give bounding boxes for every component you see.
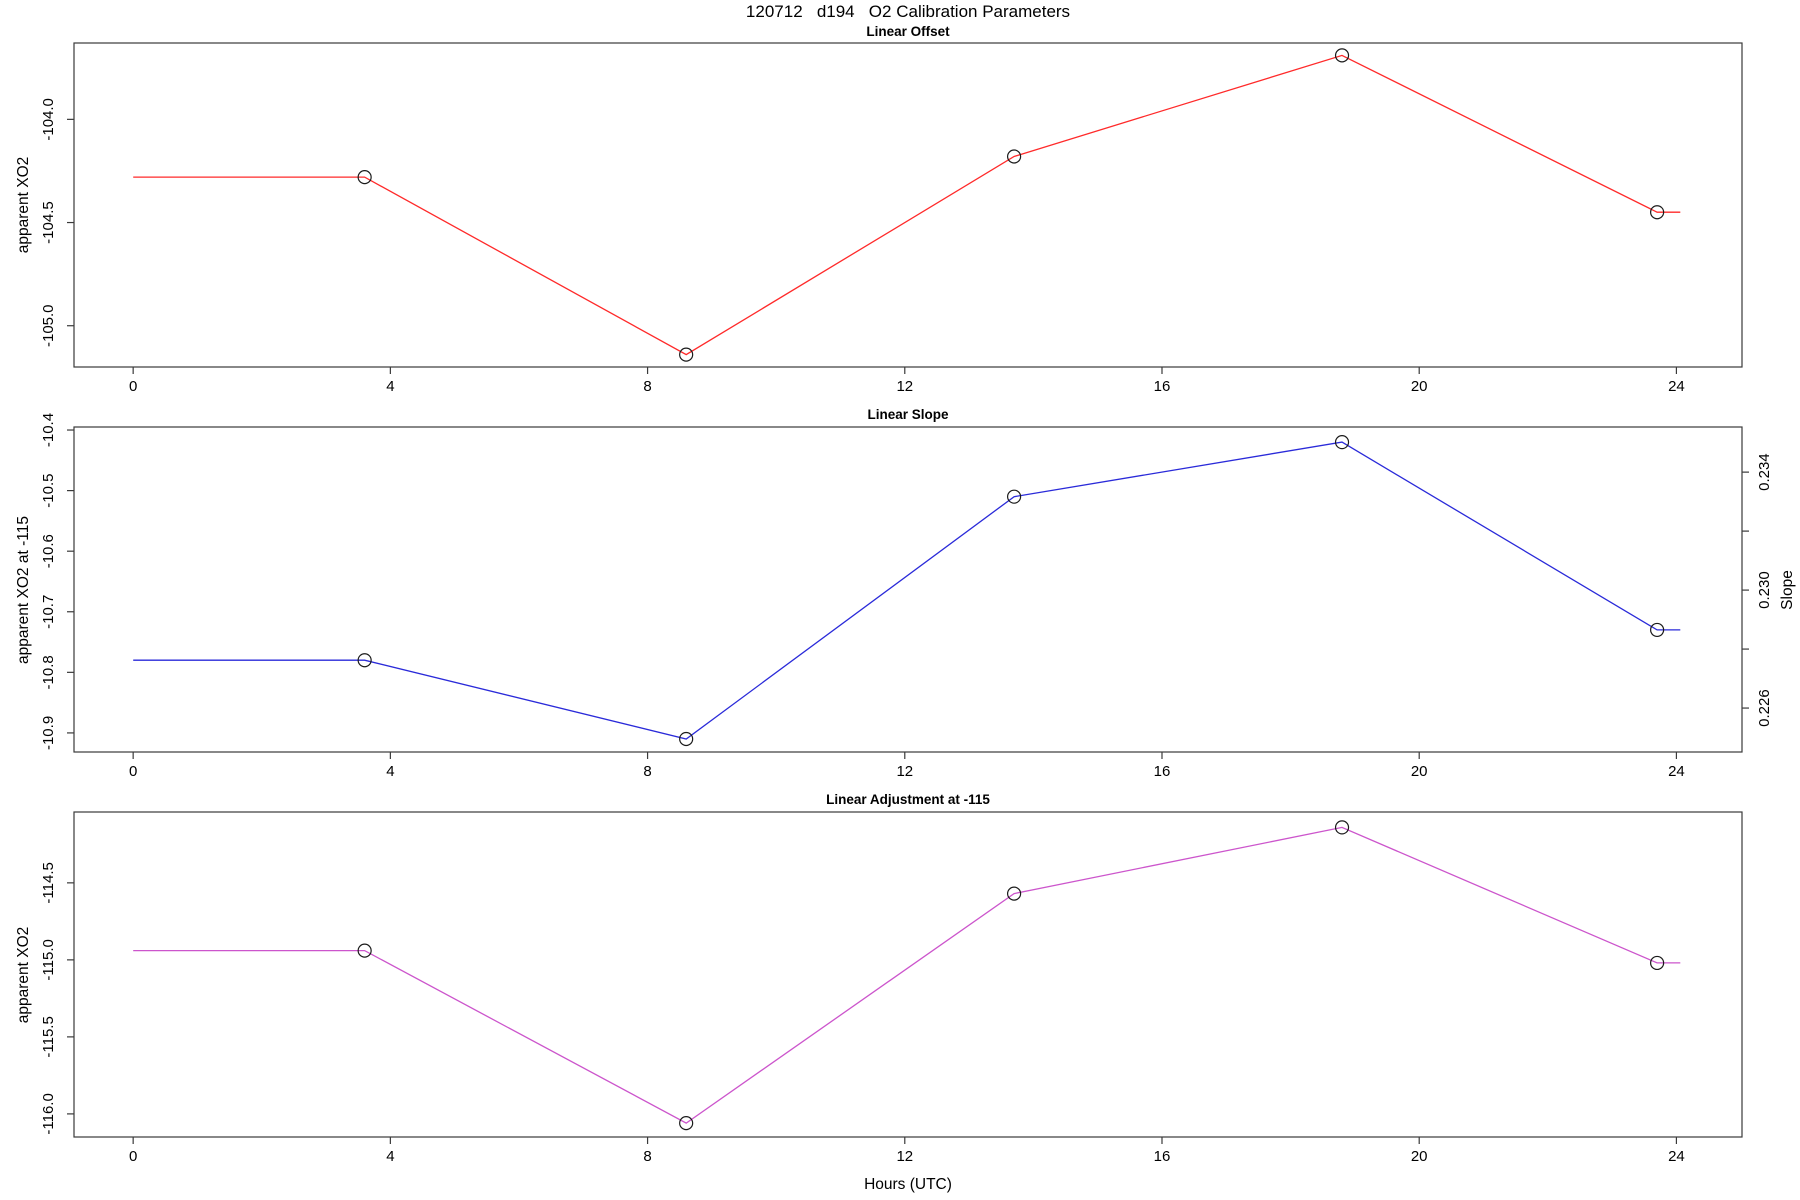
x-tick-label: 8	[643, 378, 651, 395]
y-tick-label: -116.0	[40, 1093, 57, 1134]
data-point	[1650, 205, 1665, 220]
x-tick-label: 16	[1154, 378, 1171, 395]
y-tick-label: -115.0	[40, 939, 57, 980]
y-tick-label: -105.0	[40, 304, 57, 347]
panel-title-linear-offset: Linear Offset	[866, 24, 950, 39]
data-point	[1006, 886, 1022, 901]
x-tick-label: 4	[386, 1148, 394, 1165]
y2-tick-label: 0.226	[1756, 689, 1773, 727]
y-tick-label: -10.6	[40, 534, 57, 568]
y-tick-label: -104.5	[40, 201, 57, 244]
x-tick-label: 0	[129, 1148, 137, 1165]
panel-1: 0 4 8 12 16 20 24 -104.0 -104.5 -105.0	[40, 42, 1743, 395]
x-tick-label: 20	[1411, 763, 1428, 780]
data-point	[357, 943, 372, 958]
x-tick-label: 12	[896, 378, 913, 395]
panel-border	[73, 42, 1743, 368]
data-point	[357, 653, 372, 668]
y-tick-label: -104.0	[40, 98, 57, 141]
x-tick-label: 24	[1668, 378, 1685, 395]
page-title: 120712 d194 O2 Calibration Parameters	[745, 2, 1071, 21]
panel-border	[73, 426, 1743, 753]
y-tick-label: -10.7	[40, 595, 57, 629]
y-tick-label: -10.4	[40, 413, 57, 447]
y2-tick-label: 0.230	[1756, 571, 1773, 609]
series-line	[133, 441, 1681, 740]
data-point	[1650, 955, 1665, 971]
data-point	[1334, 820, 1350, 835]
x-tick-label: 24	[1668, 1148, 1685, 1165]
x-tick-label: 16	[1154, 1148, 1171, 1165]
x-tick-label: 20	[1411, 378, 1428, 395]
y-axis-label-offset: apparent XO2	[15, 156, 32, 254]
x-tick-label: 24	[1668, 763, 1685, 780]
y-axis-label-slope-right: Slope	[1779, 570, 1796, 610]
x-tick-label: 20	[1411, 1148, 1428, 1165]
data-point	[1334, 435, 1350, 450]
x-tick-label: 12	[896, 763, 913, 780]
y-tick-label: -10.5	[40, 474, 57, 508]
x-tick-label: 0	[129, 763, 137, 780]
panel-title-linear-adjustment: Linear Adjustment at -115	[826, 792, 990, 807]
y-tick-label: -114.5	[40, 862, 57, 903]
x-axis-label: Hours (UTC)	[864, 1176, 952, 1193]
data-point	[357, 170, 372, 185]
panel-3: 0 4 8 12 16 20 24 -114.5 -115.0 -115.5 -116.0	[40, 811, 1743, 1165]
y-axis-label-slope-left: apparent XO2 at -115	[15, 516, 32, 664]
series-line	[133, 54, 1681, 356]
panel-2: 0 4 8 12 16 20 24 -10.4 -10.5 -10.6 -10.7 -10.8 -10.…	[40, 413, 1773, 780]
x-tick-label: 16	[1154, 763, 1171, 780]
data-point	[1334, 48, 1350, 63]
x-tick-label: 4	[386, 763, 394, 780]
data-point	[679, 731, 694, 747]
data-point	[1006, 489, 1022, 504]
data-point	[679, 347, 694, 362]
y-tick-label: -10.8	[40, 655, 57, 689]
x-tick-label: 12	[896, 1148, 913, 1165]
x-tick-label: 8	[643, 763, 651, 780]
y-tick-label: -115.5	[40, 1016, 57, 1057]
x-tick-label: 0	[129, 378, 137, 395]
x-tick-label: 8	[643, 1148, 651, 1165]
x-tick-label: 4	[386, 378, 394, 395]
panel-border	[73, 811, 1743, 1138]
panel-title-linear-slope: Linear Slope	[867, 407, 949, 422]
series-line	[133, 826, 1681, 1124]
y2-tick-label: 0.234	[1756, 453, 1773, 491]
data-point	[1650, 622, 1665, 638]
data-point	[679, 1116, 694, 1131]
y-axis-label-adjustment: apparent XO2	[15, 926, 32, 1024]
data-point	[1006, 149, 1022, 164]
y-tick-label: -10.9	[40, 716, 57, 750]
